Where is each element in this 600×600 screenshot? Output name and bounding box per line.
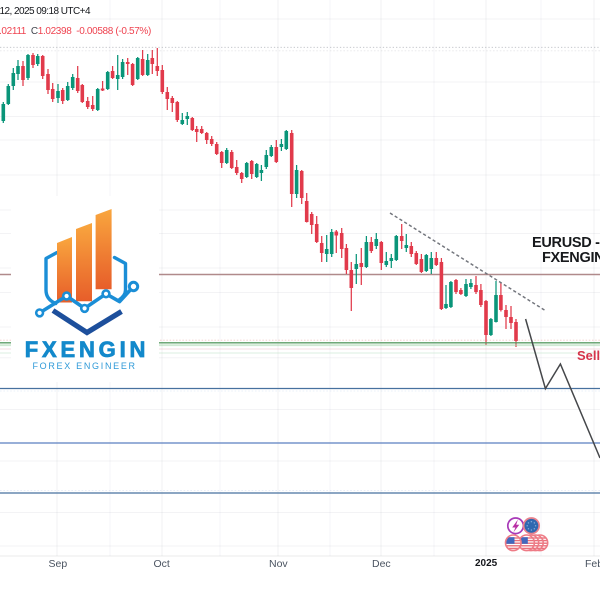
svg-text:FXENGIN: FXENGIN bbox=[25, 337, 149, 362]
svg-text:FOREX ENGINEER: FOREX ENGINEER bbox=[32, 361, 136, 371]
